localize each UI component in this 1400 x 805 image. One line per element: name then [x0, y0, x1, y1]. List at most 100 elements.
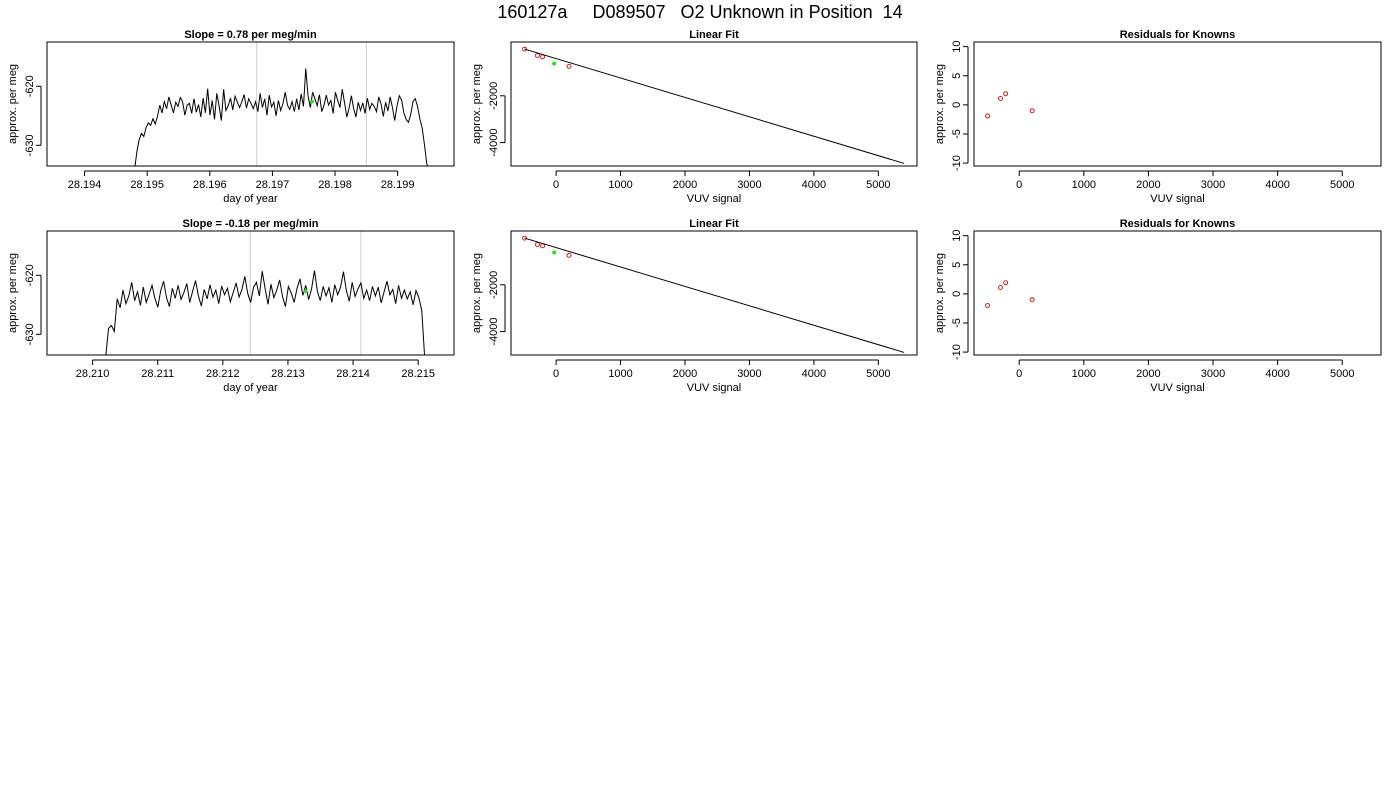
x-tick-label: 4000 [802, 368, 826, 380]
x-tick-label: 28.197 [256, 179, 290, 191]
x-tick-label: 0 [1016, 368, 1022, 380]
x-tick-label: 28.210 [76, 368, 110, 380]
x-tick-label: 1000 [608, 368, 632, 380]
known-point [997, 95, 1003, 101]
known-point [985, 303, 991, 309]
x-tick-label: 3000 [737, 368, 761, 380]
y-tick-label: -10 [951, 155, 963, 171]
x-tick-label: 2000 [673, 179, 697, 191]
x-axis-label: VUV signal [1150, 193, 1204, 205]
known-point [566, 252, 572, 258]
fit-line [524, 237, 905, 353]
y-tick-label: -2000 [488, 271, 500, 299]
plot-area [522, 46, 905, 164]
unknown-point [309, 99, 314, 104]
y-axis-label: approx. per meg [7, 64, 19, 144]
y-tick-label: 5 [951, 262, 963, 268]
y-tick-label: -5 [951, 129, 963, 139]
x-axis-label: VUV signal [1150, 382, 1204, 394]
unknown-point [552, 61, 557, 66]
panel-title: Linear Fit [689, 218, 739, 230]
x-tick-label: 28.211 [141, 368, 174, 380]
y-tick-label: 10 [951, 41, 963, 53]
y-tick-label: -2000 [488, 82, 500, 110]
known-point [534, 241, 540, 247]
x-tick-label: 4000 [802, 179, 826, 191]
x-tick-label: 5000 [1330, 368, 1354, 380]
panel-1: Slope = 0.78 per meg/min 28.194 28.195 28.1… [7, 29, 455, 205]
known-point [1003, 280, 1009, 286]
plot-frame [46, 41, 455, 167]
y-tick-label: 10 [951, 230, 963, 242]
y-axis-label: approx. per meg [471, 253, 483, 333]
y-tick-label: -5 [951, 318, 963, 328]
known-point [1003, 91, 1009, 97]
x-tick-label: 28.214 [336, 368, 370, 380]
panel-title: Residuals for Knowns [1120, 218, 1236, 230]
known-point [1029, 108, 1035, 114]
x-tick-label: 3000 [737, 179, 761, 191]
x-tick-label: 3000 [1201, 179, 1225, 191]
x-tick-label: 0 [1016, 179, 1022, 191]
y-axis-label: approx. per meg [471, 64, 483, 144]
x-tick-label: 28.215 [401, 368, 435, 380]
signal-line [134, 68, 428, 166]
plot-frame [510, 41, 918, 167]
panel-5: Linear Fit 0 1000 2000 3000 4000 5000 -4000 -200… [471, 218, 918, 394]
y-tick-label: 0 [951, 291, 963, 297]
x-tick-label: 0 [553, 368, 559, 380]
plot-frame [973, 230, 1382, 356]
plot-area [134, 42, 428, 166]
x-tick-label: 28.195 [130, 179, 164, 191]
y-tick-label: -630 [24, 323, 36, 345]
plot-frame [973, 41, 1382, 167]
figure-title: 160127a D089507 O2 Unknown in Position 1… [497, 2, 903, 22]
x-tick-label: 5000 [866, 368, 890, 380]
known-point [522, 235, 528, 241]
y-tick-label: -4000 [488, 318, 500, 346]
plot-area [985, 91, 1035, 119]
panel-3: Residuals for Knowns 0 1000 2000 3000 4000 500… [934, 29, 1382, 205]
y-tick-label: -630 [24, 134, 36, 156]
y-tick-label: -620 [24, 75, 36, 97]
plot-area [522, 235, 905, 353]
known-point [534, 52, 540, 58]
x-tick-label: 28.198 [318, 179, 352, 191]
x-tick-label: 2000 [1136, 368, 1160, 380]
y-tick-label: -4000 [488, 129, 500, 157]
x-tick-label: 28.213 [271, 368, 305, 380]
x-tick-label: 5000 [1330, 179, 1354, 191]
x-tick-label: 1000 [608, 179, 632, 191]
panel-2: Linear Fit 0 1000 2000 3000 4000 5000 -4000 -200… [471, 29, 918, 205]
x-axis-label: day of year [223, 382, 278, 394]
y-tick-label: 0 [951, 102, 963, 108]
plot-frame [510, 230, 918, 356]
x-tick-label: 0 [553, 179, 559, 191]
x-tick-label: 28.194 [68, 179, 102, 191]
x-tick-label: 4000 [1265, 368, 1289, 380]
panel-title: Residuals for Knowns [1120, 29, 1236, 41]
known-point [566, 63, 572, 69]
known-point [522, 46, 528, 52]
y-tick-label: 5 [951, 73, 963, 79]
y-axis-label: approx. per meg [7, 253, 19, 333]
panel-title: Slope = -0.18 per meg/min [182, 218, 318, 230]
x-axis-label: VUV signal [687, 382, 741, 394]
x-tick-label: 28.199 [381, 179, 415, 191]
plot-frame [46, 230, 455, 356]
unknown-point [303, 289, 308, 294]
plot-area [105, 231, 426, 355]
y-axis-label: approx. per meg [934, 64, 946, 144]
panel-title: Slope = 0.78 per meg/min [184, 29, 317, 41]
x-axis-label: VUV signal [687, 193, 741, 205]
x-tick-label: 28.212 [206, 368, 240, 380]
signal-line [105, 270, 426, 355]
panel-6: Residuals for Knowns 0 1000 2000 3000 4000 500… [934, 218, 1382, 394]
plot-area [985, 280, 1035, 309]
known-point [997, 284, 1003, 290]
fit-line [524, 48, 905, 164]
y-tick-label: -10 [951, 344, 963, 360]
y-tick-label: -620 [24, 264, 36, 286]
